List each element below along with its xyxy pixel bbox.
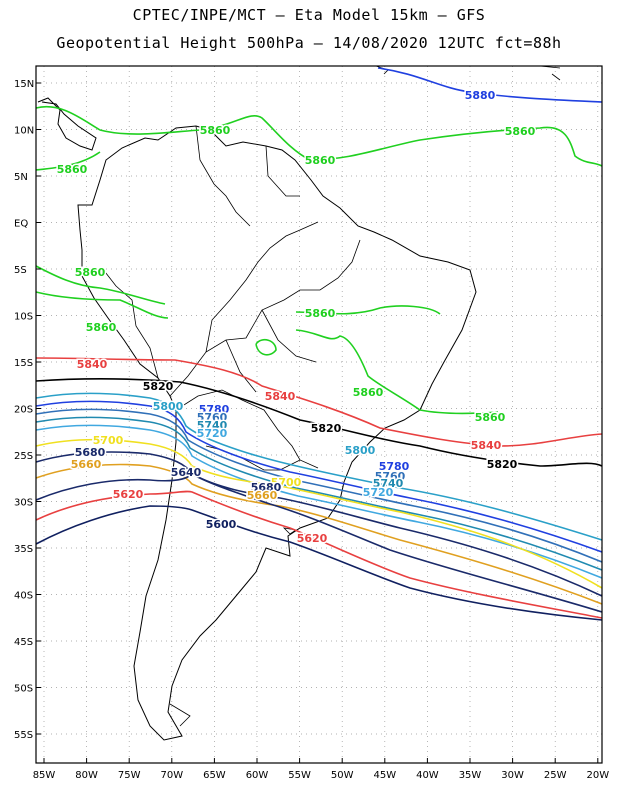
contour-5640 [35, 473, 603, 613]
contour-label-5840: 5840 [265, 390, 296, 403]
contour-5740 [35, 416, 603, 571]
lat-tick-label: 35S [14, 544, 33, 555]
contour-5760 [35, 408, 603, 563]
contour-label-5740: 5740 [373, 477, 404, 490]
map-frame [35, 65, 603, 764]
graticule [36, 66, 602, 763]
axis-labels: 15N 10N 5N EQ 5S 10S 15S 20S 25S 30S 35S 40S 45S 50S 5… [14, 79, 609, 781]
contour-label-5820: 5820 [311, 422, 342, 435]
contour-label-5860: 5860 [200, 124, 231, 137]
contour-label-5700: 5700 [93, 434, 124, 447]
contour-label-5860: 5860 [57, 163, 88, 176]
lon-tick-label: 50W [331, 770, 354, 781]
contour-label-5800: 5800 [345, 444, 376, 457]
contour-label-5780: 5780 [379, 460, 410, 473]
lon-tick-label: 35W [459, 770, 482, 781]
lat-tick-label: 25S [14, 451, 33, 462]
contour-label-5600: 5600 [206, 518, 237, 531]
contour-label-5620: 5620 [297, 532, 328, 545]
contour-label-5880: 5880 [465, 89, 496, 102]
contour-label-5680: 5680 [251, 481, 282, 494]
contour-label-5840: 5840 [471, 439, 502, 452]
contour-5600 [35, 505, 603, 621]
contour-5860 [35, 151, 101, 171]
contour-label-5820: 5820 [487, 458, 518, 471]
lat-tick-label: 10S [14, 312, 33, 323]
contour-5840 [35, 357, 603, 447]
contour-label-5680: 5680 [75, 446, 106, 459]
lat-tick-label: 40S [14, 591, 33, 602]
contour-label-5660: 5660 [71, 458, 102, 471]
lon-tick-label: 75W [118, 770, 141, 781]
contour-label-5840: 5840 [77, 358, 108, 371]
contour-label-5860: 5860 [75, 266, 106, 279]
contour-5820 [35, 378, 603, 467]
contour-label-5860: 5860 [475, 411, 506, 424]
contour-label-5720: 5720 [363, 486, 394, 499]
country-borders [101, 125, 361, 471]
lat-tick-label: 15N [14, 79, 34, 90]
contour-5620 [35, 490, 603, 619]
contour-label-5640: 5640 [171, 466, 202, 479]
contour-label-5720: 5720 [197, 427, 228, 440]
contour-5860 [295, 329, 499, 415]
lon-tick-label: 65W [203, 770, 226, 781]
contour-label-5620: 5620 [113, 488, 144, 501]
contour-label-5800: 5800 [153, 400, 184, 413]
lon-tick-label: 80W [75, 770, 98, 781]
lon-tick-label: 25W [544, 770, 567, 781]
contour-label-5820: 5820 [143, 380, 174, 393]
south-america-coastline [77, 125, 477, 741]
lat-tick-label: 45S [14, 637, 33, 648]
lat-tick-label: 15S [14, 358, 33, 369]
contour-5860 [295, 305, 441, 315]
lat-tick-label: EQ [14, 219, 28, 230]
lat-tick-label: 5S [14, 265, 27, 276]
contour-label-5860: 5860 [305, 307, 336, 320]
contour-5860 [35, 291, 169, 319]
contour-5860 [35, 265, 166, 305]
lon-tick-label: 55W [288, 770, 311, 781]
lat-tick-label: 55S [14, 730, 33, 741]
contour-label-5740: 5740 [197, 419, 228, 432]
chart-subtitle: Geopotential Height 500hPa – 14/08/2020 … [56, 34, 562, 52]
lon-tick-label: 70W [160, 770, 183, 781]
contour-lines [35, 67, 603, 621]
contour-label-5700: 5700 [271, 476, 302, 489]
contour-labels: 5880 5860 5860 5860 5860 5860 5860 5860 5860 5860… [55, 88, 537, 547]
lon-tick-label: 85W [33, 770, 56, 781]
contour-5700 [35, 438, 603, 589]
lon-tick-label: 60W [246, 770, 269, 781]
lon-tick-label: 30W [501, 770, 524, 781]
contour-label-5780: 5780 [199, 403, 230, 416]
lon-tick-label: 40W [416, 770, 439, 781]
lat-tick-label: 5N [14, 172, 28, 183]
contour-5860 [35, 105, 603, 167]
lat-tick-label: 30S [14, 498, 33, 509]
contour-label-5860: 5860 [305, 154, 336, 167]
contour-5860 [255, 338, 277, 356]
contour-5880 [377, 67, 603, 103]
lon-tick-label: 45W [373, 770, 396, 781]
contour-label-5760: 5760 [375, 470, 406, 483]
contour-5720 [35, 424, 603, 579]
lat-tick-label: 20S [14, 405, 33, 416]
chart-title: CPTEC/INPE/MCT – Eta Model 15km – GFS [132, 6, 486, 24]
contour-5780 [35, 400, 603, 553]
central-america-coastline [37, 97, 97, 151]
lat-tick-label: 50S [14, 684, 33, 695]
contour-label-5860: 5860 [353, 386, 384, 399]
contour-label-5860: 5860 [505, 125, 536, 138]
lon-tick-label: 20W [586, 770, 609, 781]
contour-label-5760: 5760 [197, 411, 228, 424]
contour-5800 [35, 392, 603, 541]
lat-tick-label: 10N [14, 126, 34, 137]
contour-label-5860: 5860 [86, 321, 117, 334]
contour-label-5660: 5660 [247, 489, 278, 502]
contour-5680 [35, 451, 603, 597]
